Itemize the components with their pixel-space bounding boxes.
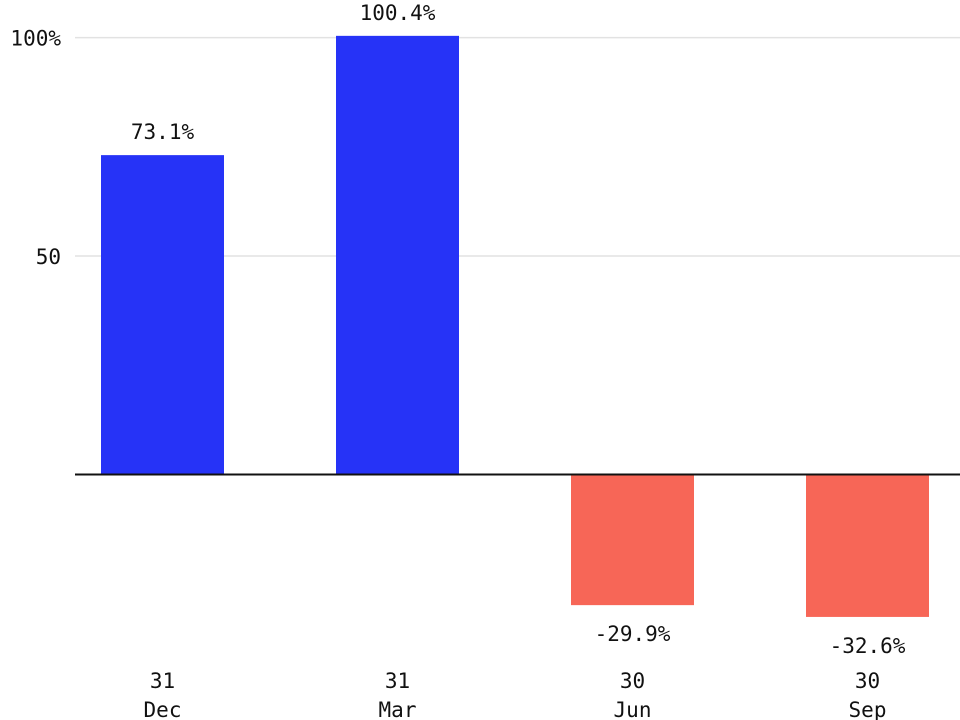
y-axis-ticks: 50 100% <box>10 27 61 269</box>
data-label: -29.9% <box>595 622 671 646</box>
bar <box>101 155 224 475</box>
data-label: 73.1% <box>131 120 195 144</box>
bar <box>336 35 459 475</box>
y-tick-label: 50 <box>36 245 61 269</box>
x-tick-label-month: Jun <box>614 698 652 720</box>
x-tick-label-day: 30 <box>620 669 645 693</box>
data-label: -32.6% <box>830 634 906 658</box>
data-labels: 73.1% 100.4% -29.9% -32.6% <box>131 1 906 658</box>
x-axis-ticks: 31 Dec 31 Mar 30 Jun 30 Sep <box>144 669 887 720</box>
x-tick-label-day: 30 <box>855 669 880 693</box>
x-tick-label-month: Mar <box>379 698 417 720</box>
x-tick-label-month: Dec <box>144 698 182 720</box>
x-tick-label-day: 31 <box>385 669 410 693</box>
bar <box>806 474 929 617</box>
x-tick-label-day: 31 <box>150 669 175 693</box>
bar <box>571 474 694 606</box>
bars <box>101 35 929 617</box>
x-tick-label-month: Sep <box>849 698 887 720</box>
data-label: 100.4% <box>360 1 436 25</box>
y-tick-label: 100% <box>10 27 61 51</box>
